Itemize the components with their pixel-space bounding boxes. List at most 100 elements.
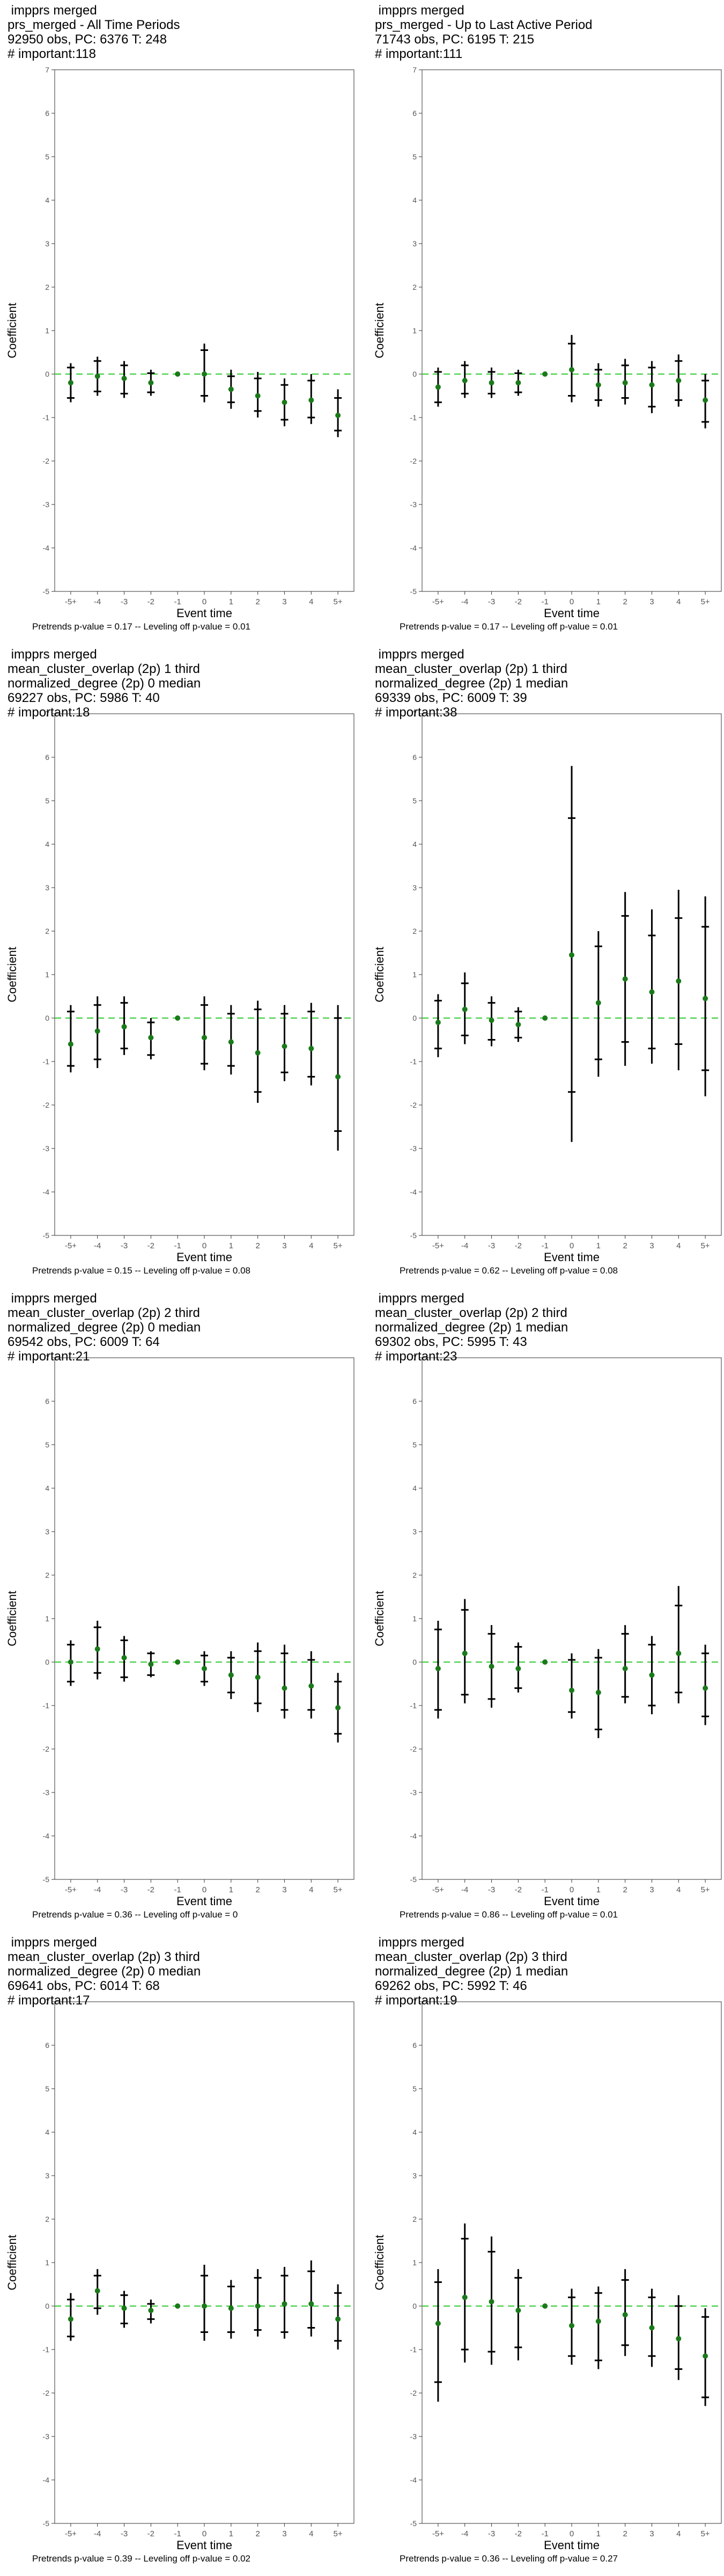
x-tick-label: -4: [94, 2529, 101, 2538]
x-tick-label: -4: [461, 1885, 468, 1894]
y-tick-label: -2: [410, 1745, 417, 1753]
data-point: [489, 2299, 494, 2304]
x-tick-label: 4: [309, 1241, 313, 1250]
data-point: [676, 2336, 682, 2341]
x-tick-label: 5+: [334, 1241, 343, 1250]
data-point: [282, 1043, 287, 1049]
y-tick-label: -2: [410, 457, 417, 465]
data-point: [462, 2294, 468, 2300]
data-point: [703, 996, 708, 1001]
y-tick-label: 2: [45, 283, 49, 291]
y-tick-label: 0: [45, 2302, 49, 2310]
plot-area: -5 -4 -3 -2 -1 0 1 2 3 4 5 6 7 -5+ -4 -3 -2 -1 0 1 2 3 4 5+ Even…: [373, 65, 722, 617]
data-point: [676, 1650, 682, 1656]
chart-title-line: impprs merged: [8, 1935, 97, 1950]
chart-title-line: # important:38: [375, 705, 457, 720]
y-tick-label: -4: [43, 1832, 50, 1840]
y-axis-label: Coefficient: [5, 1591, 19, 1646]
data-point: [255, 1050, 261, 1056]
y-tick-label: 3: [412, 2171, 417, 2180]
data-point: [202, 2303, 207, 2309]
data-point: [622, 1666, 628, 1672]
data-point: [595, 2318, 601, 2324]
chart-title: impprs merged prs_merged - All Time Perio…: [8, 3, 180, 61]
y-tick-label: 2: [412, 1571, 417, 1579]
x-tick-label: 2: [623, 597, 627, 606]
data-point: [435, 1020, 441, 1026]
y-tick-label: -5: [43, 1875, 50, 1884]
y-tick-label: 5: [45, 2084, 49, 2093]
x-tick-label: 5+: [701, 1241, 710, 1250]
y-tick-label: 5: [412, 152, 417, 161]
y-tick-label: 7: [412, 709, 417, 718]
data-point: [622, 2312, 628, 2318]
y-tick-label: 3: [45, 2171, 49, 2180]
data-point: [255, 393, 261, 399]
x-axis-label: Event time: [176, 1250, 232, 1261]
y-tick-label: -3: [410, 2432, 417, 2441]
chart-title: impprs merged mean_cluster_overlap (2p) 1…: [375, 647, 568, 720]
y-tick-label: -5: [410, 587, 417, 596]
chart-panel: -5 -4 -3 -2 -1 0 1 2 3 4 5 6 7 -5+ -4 -3 -2 -1 0 1 2 3 4 5+ Even…: [0, 1288, 357, 1927]
chart-title-line: # important:17: [8, 1993, 90, 2008]
x-tick-label: 5+: [334, 2529, 343, 2538]
chart-panel: -5 -4 -3 -2 -1 0 1 2 3 4 5 6 7 -5+ -4 -3 -2 -1 0 1 2 3 4 5+ Even…: [0, 0, 357, 639]
data-point: [703, 397, 708, 403]
data-point: [649, 2325, 655, 2331]
chart-title-line: 69641 obs, PC: 6014 T: 68: [8, 1979, 160, 1993]
y-axis-label: Coefficient: [373, 2235, 386, 2290]
x-tick-label: 3: [282, 2529, 286, 2538]
x-tick-label: 3: [282, 1885, 286, 1894]
x-tick-label: -1: [174, 2529, 181, 2538]
data-point: [649, 1672, 655, 1678]
data-point: [595, 1000, 601, 1006]
x-tick-label: 5+: [334, 597, 343, 606]
data-point: [622, 380, 628, 386]
data-point: [228, 1039, 234, 1045]
x-axis-label: Event time: [544, 1250, 600, 1261]
plot-area: -5 -4 -3 -2 -1 0 1 2 3 4 5 6 7 -5+ -4 -3 -2 -1 0 1 2 3 4 5+ Even…: [5, 709, 354, 1261]
chart-title-line: # important:111: [375, 47, 463, 61]
y-tick-label: -1: [43, 1701, 50, 1710]
y-tick-label: 4: [412, 196, 417, 204]
y-tick-label: 7: [45, 65, 49, 74]
data-point: [542, 371, 548, 377]
y-tick-label: 0: [412, 1014, 417, 1022]
data-point: [335, 1705, 341, 1711]
y-tick-label: -4: [410, 1832, 417, 1840]
chart-title-line: mean_cluster_overlap (2p) 3 third: [8, 1950, 200, 1964]
y-tick-label: 3: [412, 239, 417, 248]
chart-title-line: # important:18: [8, 705, 90, 720]
plot-frame: [54, 2001, 354, 2524]
data-point: [175, 1659, 181, 1665]
x-tick-label: -5+: [65, 1241, 77, 1250]
y-tick-label: 6: [45, 2041, 49, 2050]
y-tick-label: -5: [410, 1875, 417, 1884]
chart-title-line: mean_cluster_overlap (2p) 2 third: [375, 1306, 567, 1320]
x-tick-label: -3: [488, 1241, 495, 1250]
y-tick-label: 0: [412, 2302, 417, 2310]
y-tick-label: 6: [45, 753, 49, 762]
data-point: [335, 1074, 341, 1080]
y-tick-label: 4: [45, 840, 49, 848]
data-point: [68, 1041, 73, 1047]
y-tick-label: 5: [412, 1440, 417, 1449]
x-tick-label: 0: [202, 2529, 206, 2538]
data-point: [228, 386, 234, 392]
data-point: [435, 1666, 441, 1672]
y-tick-label: -2: [43, 2389, 50, 2397]
y-tick-label: -1: [410, 1057, 417, 1066]
y-tick-label: 6: [412, 2041, 417, 2050]
plot-frame: [54, 69, 354, 592]
data-point: [282, 399, 287, 405]
data-point: [542, 1015, 548, 1021]
chart-title-line: 69339 obs, PC: 6009 T: 39: [375, 691, 527, 705]
x-tick-label: -1: [542, 597, 549, 606]
data-point: [569, 2323, 574, 2329]
x-tick-label: 0: [202, 597, 206, 606]
data-point: [462, 378, 468, 384]
x-tick-label: -4: [94, 597, 101, 606]
data-point: [308, 1045, 314, 1051]
chart-title-line: normalized_degree (2p) 0 median: [8, 676, 201, 691]
data-point: [94, 374, 100, 379]
